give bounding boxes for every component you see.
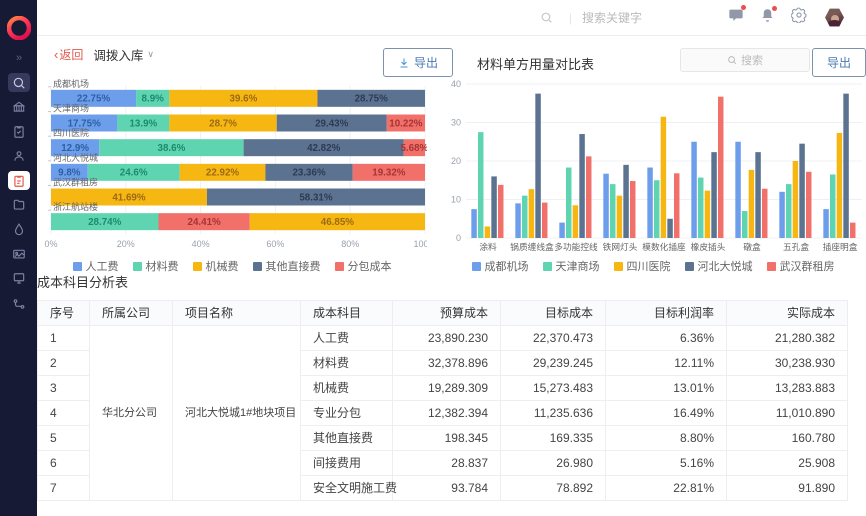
svg-text:10.22%: 10.22% (389, 118, 423, 129)
svg-text:10: 10 (451, 195, 461, 205)
svg-text:河北大悦城: 河北大悦城 (53, 152, 98, 163)
svg-text:22.92%: 22.92% (206, 168, 240, 179)
svg-text:模数化插座: 模数化插座 (642, 241, 686, 252)
svg-text:38.6%: 38.6% (158, 143, 186, 154)
svg-text:23.36%: 23.36% (292, 168, 326, 179)
svg-text:0: 0 (456, 233, 461, 243)
svg-text:0%: 0% (44, 239, 57, 249)
svg-text:58.31%: 58.31% (299, 192, 333, 203)
svg-text:20%: 20% (117, 239, 135, 249)
svg-text:46.85%: 46.85% (321, 217, 355, 228)
svg-text:五孔盒: 五孔盒 (783, 241, 809, 252)
svg-text:四川医院: 四川医院 (53, 127, 89, 138)
svg-text:41.69%: 41.69% (112, 192, 146, 203)
svg-text:40: 40 (451, 79, 461, 89)
svg-text:武汉群租房: 武汉群租房 (53, 177, 98, 188)
svg-text:13.9%: 13.9% (129, 118, 157, 129)
svg-text:42.82%: 42.82% (307, 143, 341, 154)
svg-text:29.43%: 29.43% (315, 118, 349, 129)
svg-text:成都机场: 成都机场 (53, 78, 89, 89)
svg-text:插座明盒: 插座明盒 (823, 241, 858, 252)
svg-text:28.74%: 28.74% (88, 217, 122, 228)
svg-text:天津商场: 天津商场 (53, 103, 89, 114)
svg-text:涂料: 涂料 (479, 241, 497, 252)
svg-text:100%: 100% (413, 239, 427, 249)
svg-text:浙江航站楼: 浙江航站楼 (53, 201, 98, 212)
svg-text:30: 30 (451, 118, 461, 128)
svg-text:80%: 80% (341, 239, 359, 249)
svg-text:40%: 40% (192, 239, 210, 249)
svg-text:8.9%: 8.9% (142, 94, 165, 105)
svg-text:铁网灯头: 铁网灯头 (603, 241, 638, 252)
svg-text:锅质缠线盒: 锅质缠线盒 (510, 241, 554, 252)
svg-text:60%: 60% (266, 239, 284, 249)
svg-text:24.41%: 24.41% (188, 217, 222, 228)
svg-text:橡皮插头: 橡皮插头 (691, 241, 726, 252)
svg-text:28.7%: 28.7% (209, 118, 237, 129)
svg-text:5.68%: 5.68% (400, 143, 427, 154)
svg-text:24.6%: 24.6% (120, 168, 148, 179)
svg-text:39.6%: 39.6% (230, 94, 258, 105)
svg-text:多功能控线: 多功能控线 (554, 241, 598, 252)
svg-text:礅盒: 礅盒 (743, 241, 761, 252)
svg-text:19.32%: 19.32% (372, 168, 406, 179)
svg-text:28.75%: 28.75% (355, 94, 389, 105)
svg-text:20: 20 (451, 156, 461, 166)
